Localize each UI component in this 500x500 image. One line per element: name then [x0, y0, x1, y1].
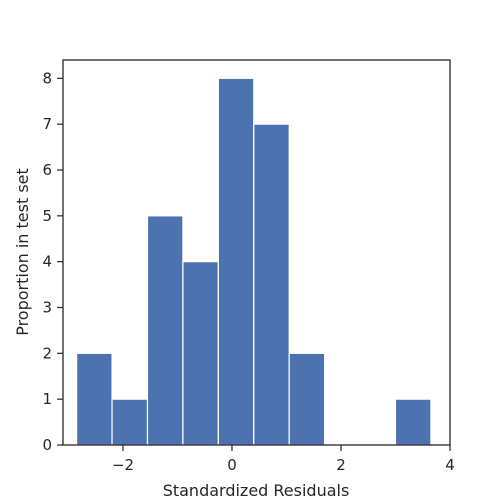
histogram-bar-1 — [111, 398, 149, 446]
histogram-bar-3 — [182, 261, 219, 446]
histogram-bar-9 — [394, 398, 432, 446]
x-axis-label: Standardized Residuals — [163, 481, 350, 500]
y-tick-label: 0 — [42, 436, 52, 454]
y-tick-label: 2 — [42, 344, 52, 362]
histogram-bars — [76, 77, 432, 446]
x-tick-label: −2 — [112, 456, 134, 474]
y-tick-label: 7 — [42, 115, 52, 133]
y-axis-ticks: 0 1 2 3 4 5 6 7 8 — [42, 69, 63, 454]
histogram-bar-0 — [76, 352, 113, 446]
y-tick-label: 6 — [42, 161, 52, 179]
y-tick-label: 3 — [42, 299, 52, 317]
x-tick-label: 0 — [227, 456, 237, 474]
x-axis-ticks: −2 0 2 4 — [112, 445, 455, 474]
histogram-bar-4 — [217, 77, 255, 446]
histogram-bar-6 — [288, 352, 326, 446]
histogram-bar-2 — [146, 215, 184, 446]
y-tick-label: 1 — [42, 390, 52, 408]
x-tick-label: 2 — [336, 456, 346, 474]
y-tick-label: 8 — [42, 69, 52, 87]
y-tick-label: 4 — [42, 253, 52, 271]
y-tick-label: 5 — [42, 207, 52, 225]
histogram-bar-5 — [253, 123, 290, 446]
plot-frame — [62, 59, 451, 446]
y-axis-label: Proportion in test set — [13, 168, 32, 336]
x-tick-label: 4 — [445, 456, 455, 474]
